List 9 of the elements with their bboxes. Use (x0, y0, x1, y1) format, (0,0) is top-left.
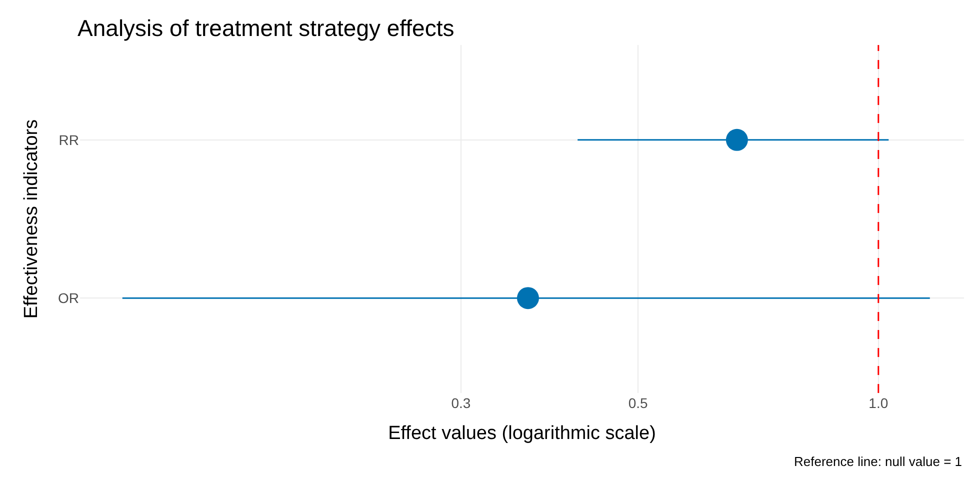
y-tick-label: OR (58, 290, 79, 306)
x-tick-label: 1.0 (868, 395, 888, 411)
x-tick-label: 0.5 (628, 395, 648, 411)
chart-title: Analysis of treatment strategy effects (78, 14, 454, 41)
x-axis-title: Effect values (logarithmic scale) (388, 422, 656, 444)
y-tick-label: RR (58, 132, 79, 148)
x-tick-label: 0.3 (451, 395, 471, 411)
text: Reference line: null value = 1 (794, 454, 962, 469)
y-axis-title: Effectiveness indicators (20, 119, 42, 319)
